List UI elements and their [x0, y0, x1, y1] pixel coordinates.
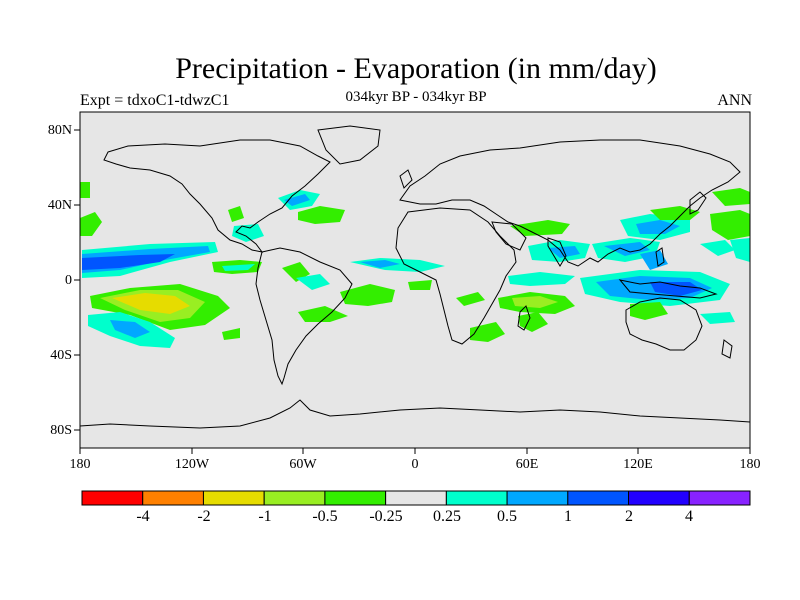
- contour-south-atlantic-green: [340, 284, 395, 306]
- lon-label-120e: 120E: [623, 457, 653, 472]
- contour-south-pacific-blue: [110, 320, 150, 338]
- contour-nw-pacific-green: [710, 210, 750, 240]
- coast-india: [547, 237, 567, 267]
- lat-label-80s: 80S: [50, 423, 72, 438]
- contour-argentina-green: [222, 328, 240, 340]
- contour-north-pacific-green-2: [80, 182, 90, 198]
- colorbar-swatch-11: [688, 490, 751, 506]
- colorbar-label-10: 4: [685, 508, 693, 525]
- contour-indian-cyan: [508, 272, 575, 286]
- contour-spcz-yellow: [112, 293, 190, 314]
- contour-australia-green: [630, 302, 668, 320]
- coastlines: [79, 125, 751, 429]
- contour-mexico-green: [228, 206, 244, 222]
- colorbar-label-1: -4: [136, 508, 150, 525]
- contour-bay-blue: [604, 242, 650, 256]
- coast-madagascar: [517, 305, 531, 331]
- colorbar-label-9: 2: [625, 508, 633, 525]
- contour-philippines-blue: [640, 250, 668, 270]
- contour-warm-pool-deep: [650, 282, 702, 296]
- contour-west-pacific-cyan: [700, 240, 735, 256]
- colorbar-swatch-7: [445, 490, 508, 506]
- colorbar-label-7: 0.5: [497, 508, 517, 525]
- coast-arabia: [491, 221, 527, 251]
- lon-label-120w: 120W: [174, 457, 210, 472]
- colorbar: [81, 490, 751, 506]
- axis-ticks: [74, 129, 751, 454]
- plot-title: Precipitation - Evaporation (in mm/day): [175, 52, 657, 85]
- contour-north-pacific-green: [80, 212, 102, 236]
- lon-label-180e: 180: [739, 457, 761, 472]
- colorbar-label-6: 0.25: [433, 508, 461, 525]
- lat-label-0: 0: [65, 273, 72, 288]
- colorbar-swatch-8: [506, 490, 569, 506]
- colorbar-swatch-10: [628, 490, 690, 506]
- contour-tropical-atlantic-green: [408, 280, 432, 290]
- colorbar-label-3: -1: [258, 508, 272, 525]
- contour-se-pacific-cyan: [700, 312, 735, 324]
- season-label: ANN: [717, 92, 752, 109]
- lon-label-180w: 180: [69, 457, 91, 472]
- contour-east-pacific-cyan: [222, 264, 255, 271]
- coast-british-isles: [399, 169, 413, 189]
- colorbar-label-5: -0.25: [369, 508, 403, 525]
- contour-north-atlantic-green: [298, 206, 345, 224]
- coast-australia: [625, 297, 703, 351]
- contour-atlantic-itcz-blue: [360, 260, 400, 268]
- colorbar-swatch-6: [385, 490, 447, 506]
- coast-europe-asia: [399, 139, 741, 267]
- lat-label-40n: 40N: [47, 198, 72, 213]
- contour-nw-pacific-green-2: [712, 188, 750, 206]
- lon-label-0: 0: [411, 457, 419, 472]
- contour-china-green: [650, 206, 700, 220]
- contour-indian-lightgreen: [512, 296, 558, 308]
- colorbar-swatch-3: [202, 490, 265, 506]
- colorbar-swatch-1: [81, 490, 144, 506]
- contour-arabian-sea-green: [510, 220, 570, 236]
- coast-greenland: [317, 125, 381, 165]
- lon-label-60e: 60E: [515, 457, 539, 472]
- contour-pacific-equatorial-inner: [82, 254, 175, 270]
- colorbar-label-8: 1: [564, 508, 572, 525]
- coast-north-america: [103, 139, 331, 253]
- contour-gulf-stream-blue: [284, 194, 310, 206]
- contour-amazon-cyan: [296, 274, 330, 290]
- contour-east-africa-green: [456, 292, 485, 306]
- contour-nw-pacific-cyan: [730, 238, 750, 262]
- lat-label-80n: 80N: [47, 123, 72, 138]
- colorbar-swatch-9: [567, 490, 630, 506]
- coast-south-america: [255, 247, 353, 386]
- coast-philippines: [655, 247, 665, 267]
- colorbar-swatch-4: [263, 490, 326, 506]
- coast-japan: [689, 191, 707, 215]
- coast-maritime-continent: [618, 279, 718, 299]
- colorbar-label-4: -0.5: [312, 508, 338, 525]
- lon-label-60w: 60W: [289, 457, 317, 472]
- experiment-label: Expt = tdxoC1-tdwzC1: [80, 92, 230, 109]
- colorbar-swatch-2: [142, 490, 204, 506]
- coast-new-zealand: [721, 339, 733, 359]
- plot-subtitle: 034kyr BP - 034kyr BP: [345, 89, 487, 105]
- contour-brazil-green: [298, 306, 348, 322]
- colorbar-label-2: -2: [197, 508, 211, 525]
- contour-china-blue: [636, 220, 680, 234]
- colorbar-swatch-5: [324, 490, 387, 506]
- lat-label-40s: 40S: [50, 348, 72, 363]
- coast-antarctica: [79, 399, 751, 429]
